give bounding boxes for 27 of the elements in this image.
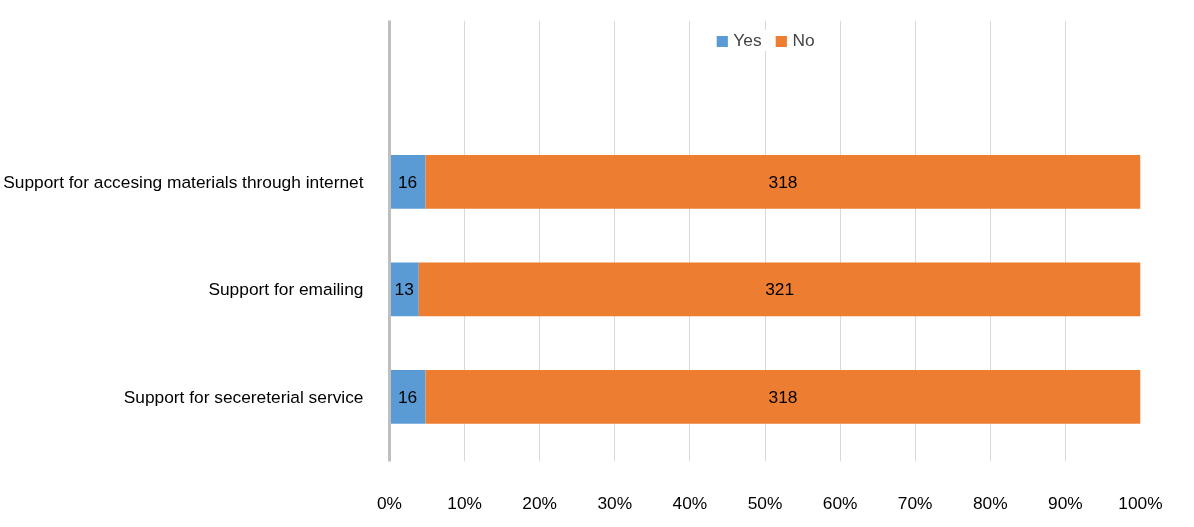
legend-label: No: [792, 30, 815, 51]
x-tick-label: 60%: [822, 492, 858, 513]
x-tick-label: 30%: [597, 492, 633, 513]
x-tick-label: 80%: [972, 492, 1008, 513]
bar: [425, 154, 1141, 209]
bar: [418, 262, 1141, 317]
y-tick-label: Support for emailing: [208, 279, 364, 300]
annotation: 318: [768, 171, 798, 192]
bar: [389, 154, 426, 209]
x-tick-label: 40%: [672, 492, 708, 513]
bar: [389, 370, 426, 424]
x-tick-label: 20%: [522, 492, 558, 513]
y-tick-label: Support for secereterial service: [123, 386, 364, 407]
x-tick-label: 50%: [747, 492, 783, 513]
annotation: 318: [768, 386, 798, 407]
annotation: 321: [765, 279, 795, 300]
annotation: 13: [394, 279, 414, 300]
annotation: 16: [397, 171, 418, 192]
x-tick-label: 0%: [376, 492, 403, 513]
annotation: 16: [397, 386, 418, 407]
y-tick-label: Support for accesing materials through internet: [3, 171, 364, 192]
x-tick-label: 70%: [897, 492, 933, 513]
x-tick-label: 10%: [447, 492, 482, 513]
x-tick-label: 90%: [1048, 492, 1083, 513]
bar: [425, 370, 1141, 424]
x-tick-label: 100%: [1118, 492, 1163, 513]
legend-label: Yes: [733, 30, 762, 51]
